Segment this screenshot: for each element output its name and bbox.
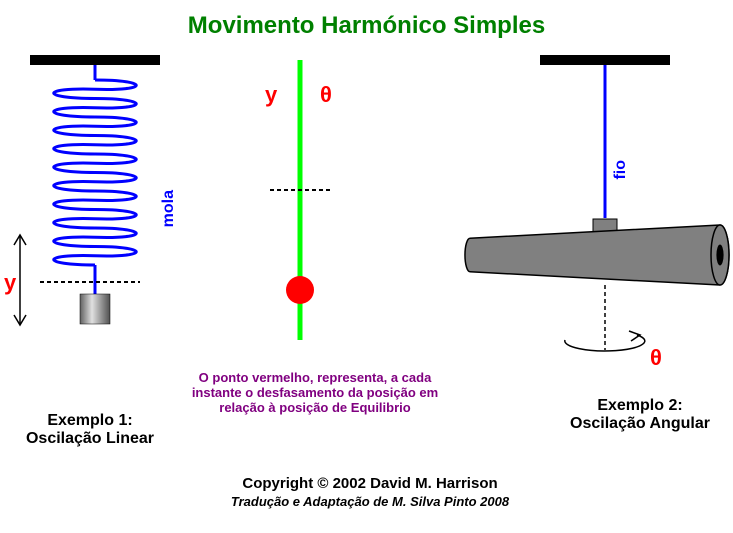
rotation-arrow [565, 331, 645, 351]
diagram-svg [0, 0, 733, 533]
copyright-text: Copyright © 2002 David M. Harrison [200, 475, 540, 492]
example2-caption-1: Exemplo 2: [560, 397, 720, 415]
note-line-3: relação à posição de Equilibrio [175, 400, 455, 415]
cylinder [465, 219, 729, 285]
y-label-center: y [265, 82, 277, 108]
example2-caption-2: Oscilação Angular [560, 415, 720, 433]
note-line-2: instante o desfasamento da posição em [175, 385, 455, 400]
example1-caption-2: Oscilação Linear [10, 430, 170, 448]
theta-label-center: θ [320, 82, 332, 108]
spring-coil [54, 80, 137, 265]
y-label-1: y [4, 270, 16, 296]
example1-group [14, 55, 160, 325]
example2-group [465, 55, 729, 351]
translation-text: Tradução e Adaptação de M. Silva Pinto 2… [195, 494, 545, 509]
theta-label-2: θ [650, 345, 662, 371]
support-bar-1 [30, 55, 160, 65]
note-line-1: O ponto vermelho, representa, a cada [175, 370, 455, 385]
fio-label: fio [612, 160, 630, 180]
support-bar-2 [540, 55, 670, 65]
red-dot [286, 276, 314, 304]
mola-label: mola [160, 190, 178, 227]
example1-caption-1: Exemplo 1: [10, 412, 170, 430]
weight-block [80, 294, 110, 324]
note-text: O ponto vermelho, representa, a cada ins… [175, 370, 455, 415]
